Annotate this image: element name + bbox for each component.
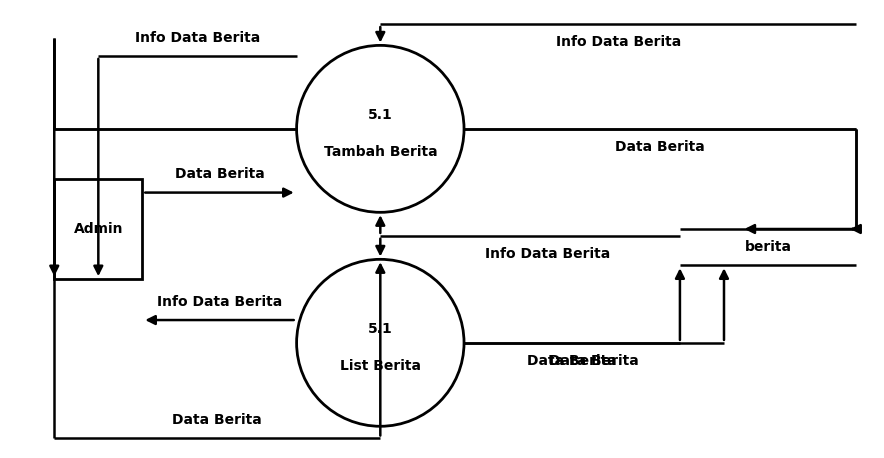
Text: berita: berita xyxy=(744,240,791,254)
Text: Admin: Admin xyxy=(73,222,123,236)
Text: Data Berita: Data Berita xyxy=(172,413,263,427)
Text: Tambah Berita: Tambah Berita xyxy=(324,145,437,158)
Text: Data Berita: Data Berita xyxy=(527,354,617,368)
Ellipse shape xyxy=(297,45,464,213)
Text: Data Berita: Data Berita xyxy=(615,140,705,154)
Ellipse shape xyxy=(297,259,464,426)
Text: Data Berita: Data Berita xyxy=(175,167,264,181)
Text: Info Data Berita: Info Data Berita xyxy=(156,295,282,309)
Text: Data Berita: Data Berita xyxy=(549,354,639,368)
Text: Info Data Berita: Info Data Berita xyxy=(556,35,681,49)
Text: List Berita: List Berita xyxy=(339,359,421,372)
Text: Info Data Berita: Info Data Berita xyxy=(485,247,610,261)
Text: 5.1: 5.1 xyxy=(368,322,392,336)
Bar xyxy=(54,179,142,279)
Text: Info Data Berita: Info Data Berita xyxy=(135,31,260,45)
Text: 5.1: 5.1 xyxy=(368,108,392,122)
